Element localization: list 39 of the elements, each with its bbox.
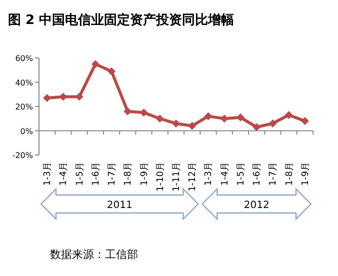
x-tick-label: 1-7月 xyxy=(108,162,118,186)
source-note: 数据来源：工信部 xyxy=(50,248,138,261)
x-tick-label: 1-4月 xyxy=(59,162,70,186)
point xyxy=(284,110,293,119)
x-tick-label: 1-6月 xyxy=(252,162,263,186)
point xyxy=(268,119,277,128)
x-tick-label: 1-4月 xyxy=(220,162,230,186)
point xyxy=(140,108,148,117)
point xyxy=(220,114,228,123)
x-tick-label: 1-6月 xyxy=(91,162,102,186)
point xyxy=(300,117,309,126)
point xyxy=(91,60,100,68)
point xyxy=(108,67,116,76)
x-tick-label: 1-3月 xyxy=(204,162,214,186)
x-tick-label: 1-5月 xyxy=(75,162,86,186)
x-tick-label: 1-7月 xyxy=(268,162,279,186)
point xyxy=(204,112,212,120)
text: 2012 xyxy=(244,200,270,211)
x-tick-label: 1-8月 xyxy=(124,162,134,186)
point xyxy=(124,107,132,116)
x-tick-label: 1-10月 xyxy=(156,162,166,192)
y-tick-label: 60% xyxy=(15,54,34,63)
x-tick-label: 1-8月 xyxy=(284,162,295,186)
point xyxy=(172,119,180,128)
point xyxy=(188,122,196,130)
x-tick-label: 1-11月 xyxy=(172,162,182,192)
y-tick-label: 0% xyxy=(20,126,34,136)
y-tick-label: 20% xyxy=(15,102,34,112)
x-tick-label: 1-12月 xyxy=(188,162,198,192)
x-tick-label: 1-5月 xyxy=(236,162,246,186)
text: 2011 xyxy=(106,200,132,211)
chart-title: 图 2 中国电信业固定资产投资同比增幅 xyxy=(8,12,234,28)
y-tick-label: -20% xyxy=(12,151,34,160)
point xyxy=(156,114,164,123)
x-tick-label: 1-3月 xyxy=(43,162,54,186)
point xyxy=(252,123,261,132)
x-tick-label: 1-9月 xyxy=(300,162,311,186)
y-tick-label: 40% xyxy=(15,78,34,88)
x-tick-label: 1-9月 xyxy=(140,162,150,186)
